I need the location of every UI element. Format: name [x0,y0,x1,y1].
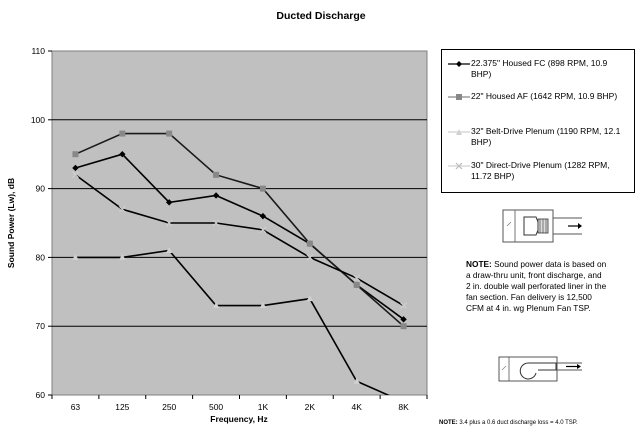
data-point-series-1 [72,164,79,172]
y-tick-label: 80 [36,252,46,262]
data-point-series-4 [306,253,314,261]
series-lines [72,130,407,395]
x-axis-ticks: 63 125 250 500 1K 2K 4K 8K [51,395,428,412]
data-point-series-3 [119,253,126,260]
data-point-series-3 [165,247,173,254]
grid-lines [52,119,427,327]
data-point-series-2 [166,130,173,137]
series-line-2 [75,132,405,327]
data-point-series-1 [259,212,267,220]
data-point-series-4 [165,219,173,227]
legend-label: 32" Belt-Drive Plenum (1190 RPM, 12.1 BH… [471,126,621,147]
x-tick-label: 1K [258,402,269,412]
data-point-series-4 [212,219,220,227]
data-point-series-3 [353,377,360,384]
y-tick-label: 110 [31,46,45,56]
x-tick-label: 500 [209,402,223,412]
front-discharge-fan-diagram-icon [502,209,582,243]
data-point-series-2 [213,171,220,178]
data-point-series-3 [212,302,220,309]
data-point-series-3 [306,295,314,302]
plot-area [51,50,428,396]
tsp-footnote: NOTE: 3.4 plus a 0.6 duct discharge loss… [439,420,578,426]
data-point-series-3 [259,302,267,309]
data-point-series-2 [353,281,360,288]
x-tick-label: 250 [162,402,176,412]
data-point-series-2 [306,240,313,247]
data-point-series-1 [165,199,173,206]
legend-label: 22.375" Housed FC (898 RPM, 10.9 BHP) [471,58,608,79]
x-tick-label: 125 [115,402,129,412]
y-tick-label: 90 [36,184,46,194]
y-tick-label: 100 [31,115,45,125]
y-tick-label: 60 [36,390,46,400]
sound-power-note: NOTE: Sound power data is based on a dra… [466,259,607,313]
data-point-series-1 [119,151,126,158]
data-point-series-4 [259,226,267,234]
data-point-series-3 [72,253,79,260]
data-point-series-4 [118,205,126,213]
data-point-series-2 [119,130,126,137]
legend-x-marker-icon [448,162,470,170]
y-tick-label: 70 [36,321,46,331]
chart-title: Ducted Discharge [276,10,366,22]
series-line-3 [75,249,390,395]
data-point-series-4 [72,171,79,179]
x-axis-title: Frequency, Hz [210,414,267,424]
housed-fan-discharge-diagram-icon [498,356,582,382]
x-tick-label: 63 [71,402,81,412]
data-point-series-4 [353,274,361,282]
x-tick-label: 4K [351,402,362,412]
legend-triangle-marker-icon [448,129,470,135]
legend-diamond-marker-icon [448,61,470,67]
legend-label: 30" Direct-Drive Plenum (1282 RPM, 11.72… [471,160,610,181]
y-axis-ticks: 60 70 80 90 100 110 [31,46,52,400]
data-point-series-1 [212,192,220,199]
legend-square-marker-icon [448,94,470,100]
data-point-series-1 [400,316,407,323]
legend-label: 22" Housed AF (1642 RPM, 10.9 BHP) [471,91,618,101]
data-point-series-4 [400,302,407,309]
data-point-series-2 [400,323,407,330]
chart-legend: 22.375" Housed FC (898 RPM, 10.9 BHP) 22… [441,49,635,193]
series-line-4 [74,174,404,307]
data-point-series-2 [72,151,79,158]
x-tick-label: 2K [305,402,316,412]
x-tick-label: 8K [398,402,409,412]
y-axis-title: Sound Power (Lw), dB [6,178,16,268]
data-point-series-2 [259,185,266,192]
